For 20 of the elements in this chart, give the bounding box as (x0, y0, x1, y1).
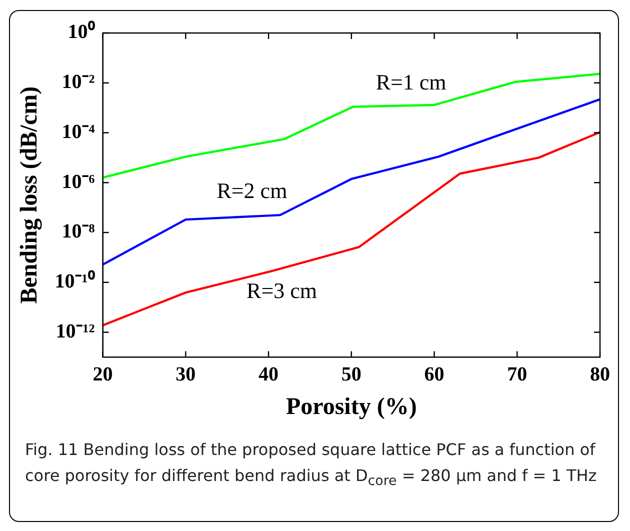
series-label: R=3 cm (246, 278, 318, 304)
caption: Fig. 11 Bending loss of the proposed square lattice PCF as a function of core porosity for different bend radius at D$_{core}$ = 280 µm and f = 1 THz (25, 439, 598, 492)
series-label: R=2 cm (216, 178, 288, 204)
y-axis-title: Bending loss (dB/cm) (16, 86, 43, 304)
x-tick-label: 20 (92, 363, 113, 386)
y-tick-label: 10⁰ (68, 20, 95, 44)
y-tick-label: 10⁻¹² (56, 320, 95, 342)
series-label: R=1 cm (376, 69, 446, 94)
x-tick-label: 40 (258, 363, 279, 386)
y-tick-label: 10⁻⁴ (62, 120, 95, 143)
y-tick-label: 10⁻¹⁰ (54, 270, 95, 293)
x-tick-label: 70 (507, 363, 528, 386)
x-tick-label: 80 (590, 363, 610, 386)
y-tick-label: 10⁻⁸ (62, 220, 95, 243)
y-tick-label: 10⁻⁶ (62, 170, 95, 193)
x-axis-title: Porosity (%) (286, 394, 417, 420)
y-tick-label: 10⁻² (62, 71, 95, 94)
x-tick-label: 50 (341, 363, 362, 386)
x-tick-label: 60 (424, 363, 444, 386)
x-tick-label: 30 (176, 363, 196, 386)
